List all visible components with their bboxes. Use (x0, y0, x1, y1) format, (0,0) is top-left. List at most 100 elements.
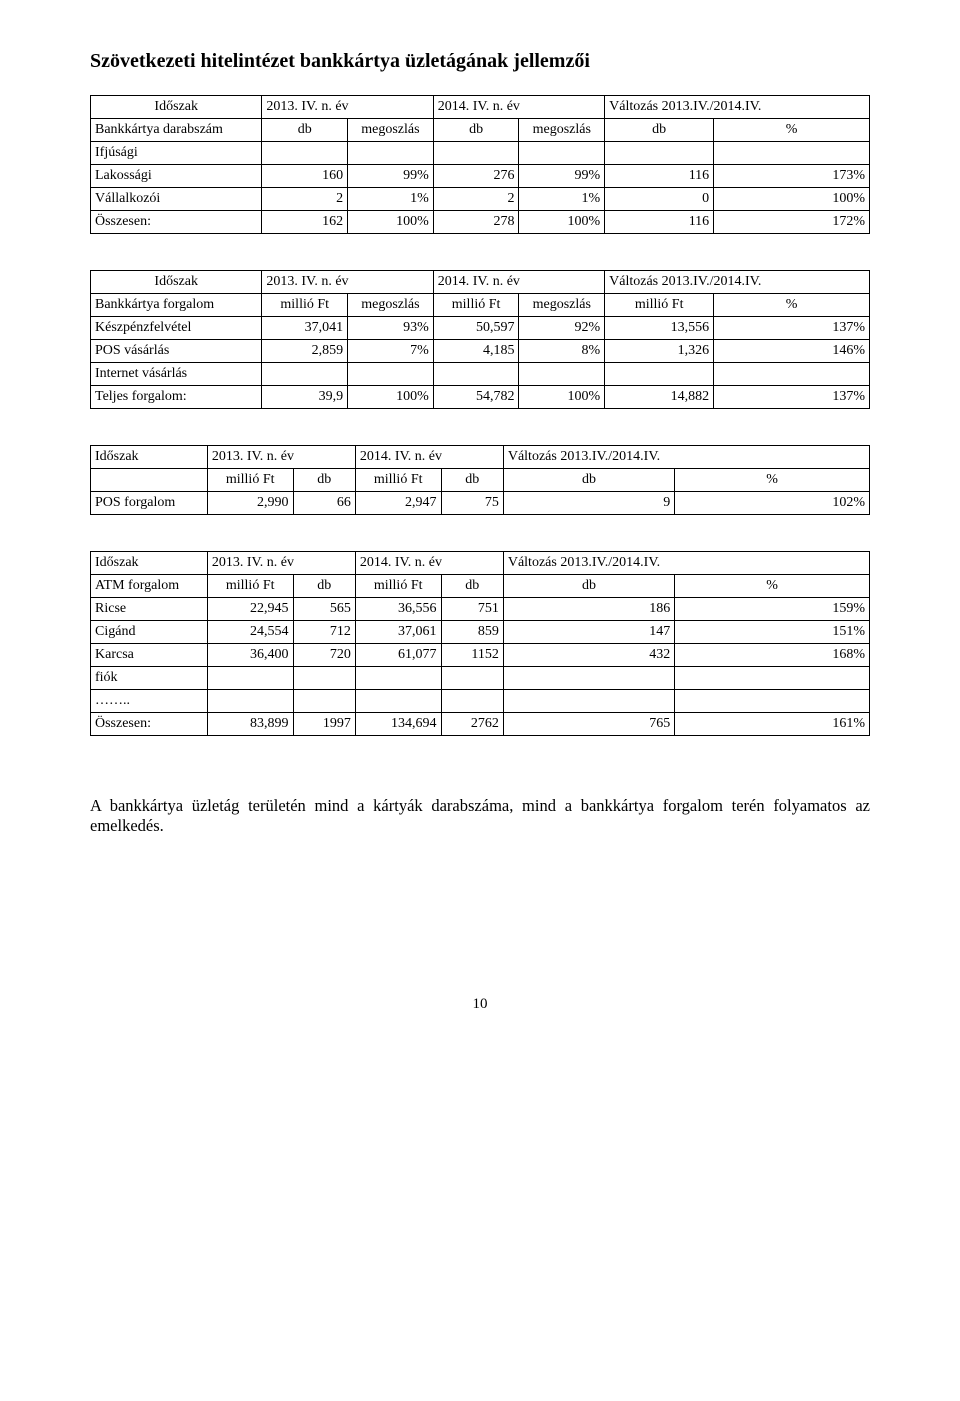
cell (207, 690, 293, 713)
header-valt: Változás 2013.IV./2014.IV. (605, 96, 870, 119)
cell: 100% (714, 188, 870, 211)
cell: Karcsa (91, 644, 208, 667)
cell: Bankkártya darabszám (91, 119, 262, 142)
cell: db (441, 469, 503, 492)
cell: 36,400 (207, 644, 293, 667)
cell (348, 142, 434, 165)
table-row: Bankkártya darabszám db megoszlás db meg… (91, 119, 870, 142)
cell (293, 690, 355, 713)
cell: 37,041 (262, 317, 348, 340)
header-2013: 2013. IV. n. év (207, 552, 355, 575)
cell: Vállalkozói (91, 188, 262, 211)
cell: 137% (714, 386, 870, 409)
cell: 432 (503, 644, 674, 667)
cell: 565 (293, 598, 355, 621)
cell: 276 (433, 165, 519, 188)
cell: megoszlás (348, 294, 434, 317)
cell: 1% (348, 188, 434, 211)
cell: db (433, 119, 519, 142)
cell: 99% (348, 165, 434, 188)
page-title: Szövetkezeti hitelintézet bankkártya üzl… (90, 50, 870, 73)
cell: 278 (433, 211, 519, 234)
cell: millió Ft (207, 469, 293, 492)
table-row: Vállalkozói 2 1% 2 1% 0 100% (91, 188, 870, 211)
cell: Teljes forgalom: (91, 386, 262, 409)
cell (519, 142, 605, 165)
cell: 92% (519, 317, 605, 340)
header-valt: Változás 2013.IV./2014.IV. (605, 271, 870, 294)
cell: Összesen: (91, 713, 208, 736)
cell (675, 690, 870, 713)
header-2014: 2014. IV. n. év (355, 552, 503, 575)
cell: millió Ft (207, 575, 293, 598)
cell: 151% (675, 621, 870, 644)
cell (355, 667, 441, 690)
cell (433, 142, 519, 165)
cell: …….. (91, 690, 208, 713)
cell: 712 (293, 621, 355, 644)
cell: db (503, 575, 674, 598)
cell: Készpénzfelvétel (91, 317, 262, 340)
cell: 1152 (441, 644, 503, 667)
cell (503, 690, 674, 713)
cell (262, 363, 348, 386)
table-row: Időszak 2013. IV. n. év 2014. IV. n. év … (91, 96, 870, 119)
header-idoszak: Időszak (91, 446, 208, 469)
cell: Lakossági (91, 165, 262, 188)
table-row: Ricse 22,945 565 36,556 751 186 159% (91, 598, 870, 621)
cell: db (605, 119, 714, 142)
cell: 859 (441, 621, 503, 644)
cell: 162 (262, 211, 348, 234)
table-row: Készpénzfelvétel 37,041 93% 50,597 92% 1… (91, 317, 870, 340)
table-row: Internet vásárlás (91, 363, 870, 386)
cell: millió Ft (433, 294, 519, 317)
table-row: Cigánd 24,554 712 37,061 859 147 151% (91, 621, 870, 644)
table-row: fiók (91, 667, 870, 690)
body-paragraph: A bankkártya üzletág területén mind a ká… (90, 796, 870, 836)
cell: 160 (262, 165, 348, 188)
cell: 39,9 (262, 386, 348, 409)
cell: 116 (605, 211, 714, 234)
cell: db (293, 469, 355, 492)
cell: Cigánd (91, 621, 208, 644)
cell: 100% (348, 386, 434, 409)
cell (605, 142, 714, 165)
cell: 66 (293, 492, 355, 515)
cell: % (714, 119, 870, 142)
page-number: 10 (90, 996, 870, 1013)
cell: 137% (714, 317, 870, 340)
cell: 100% (519, 211, 605, 234)
header-2014: 2014. IV. n. év (355, 446, 503, 469)
header-idoszak: Időszak (91, 271, 262, 294)
cell: 99% (519, 165, 605, 188)
cell: 186 (503, 598, 674, 621)
cell: 2,859 (262, 340, 348, 363)
cell: ATM forgalom (91, 575, 208, 598)
table-row: Összesen: 83,899 1997 134,694 2762 765 1… (91, 713, 870, 736)
table-row: POS forgalom 2,990 66 2,947 75 9 102% (91, 492, 870, 515)
cell: 7% (348, 340, 434, 363)
cell: 100% (348, 211, 434, 234)
header-2013: 2013. IV. n. év (262, 96, 433, 119)
cell: 159% (675, 598, 870, 621)
cell: % (675, 469, 870, 492)
cell (348, 363, 434, 386)
header-valt: Változás 2013.IV./2014.IV. (503, 446, 869, 469)
cell: 93% (348, 317, 434, 340)
cell: 147 (503, 621, 674, 644)
cell: 720 (293, 644, 355, 667)
header-idoszak: Időszak (91, 552, 208, 575)
table-card-count: Időszak 2013. IV. n. év 2014. IV. n. év … (90, 95, 870, 234)
table-row: Karcsa 36,400 720 61,077 1152 432 168% (91, 644, 870, 667)
cell (714, 363, 870, 386)
cell: 24,554 (207, 621, 293, 644)
cell: 102% (675, 492, 870, 515)
cell: 100% (519, 386, 605, 409)
cell: % (675, 575, 870, 598)
cell: 4,185 (433, 340, 519, 363)
cell: 9 (503, 492, 674, 515)
cell: 168% (675, 644, 870, 667)
cell: db (503, 469, 674, 492)
cell: 172% (714, 211, 870, 234)
cell: 54,782 (433, 386, 519, 409)
